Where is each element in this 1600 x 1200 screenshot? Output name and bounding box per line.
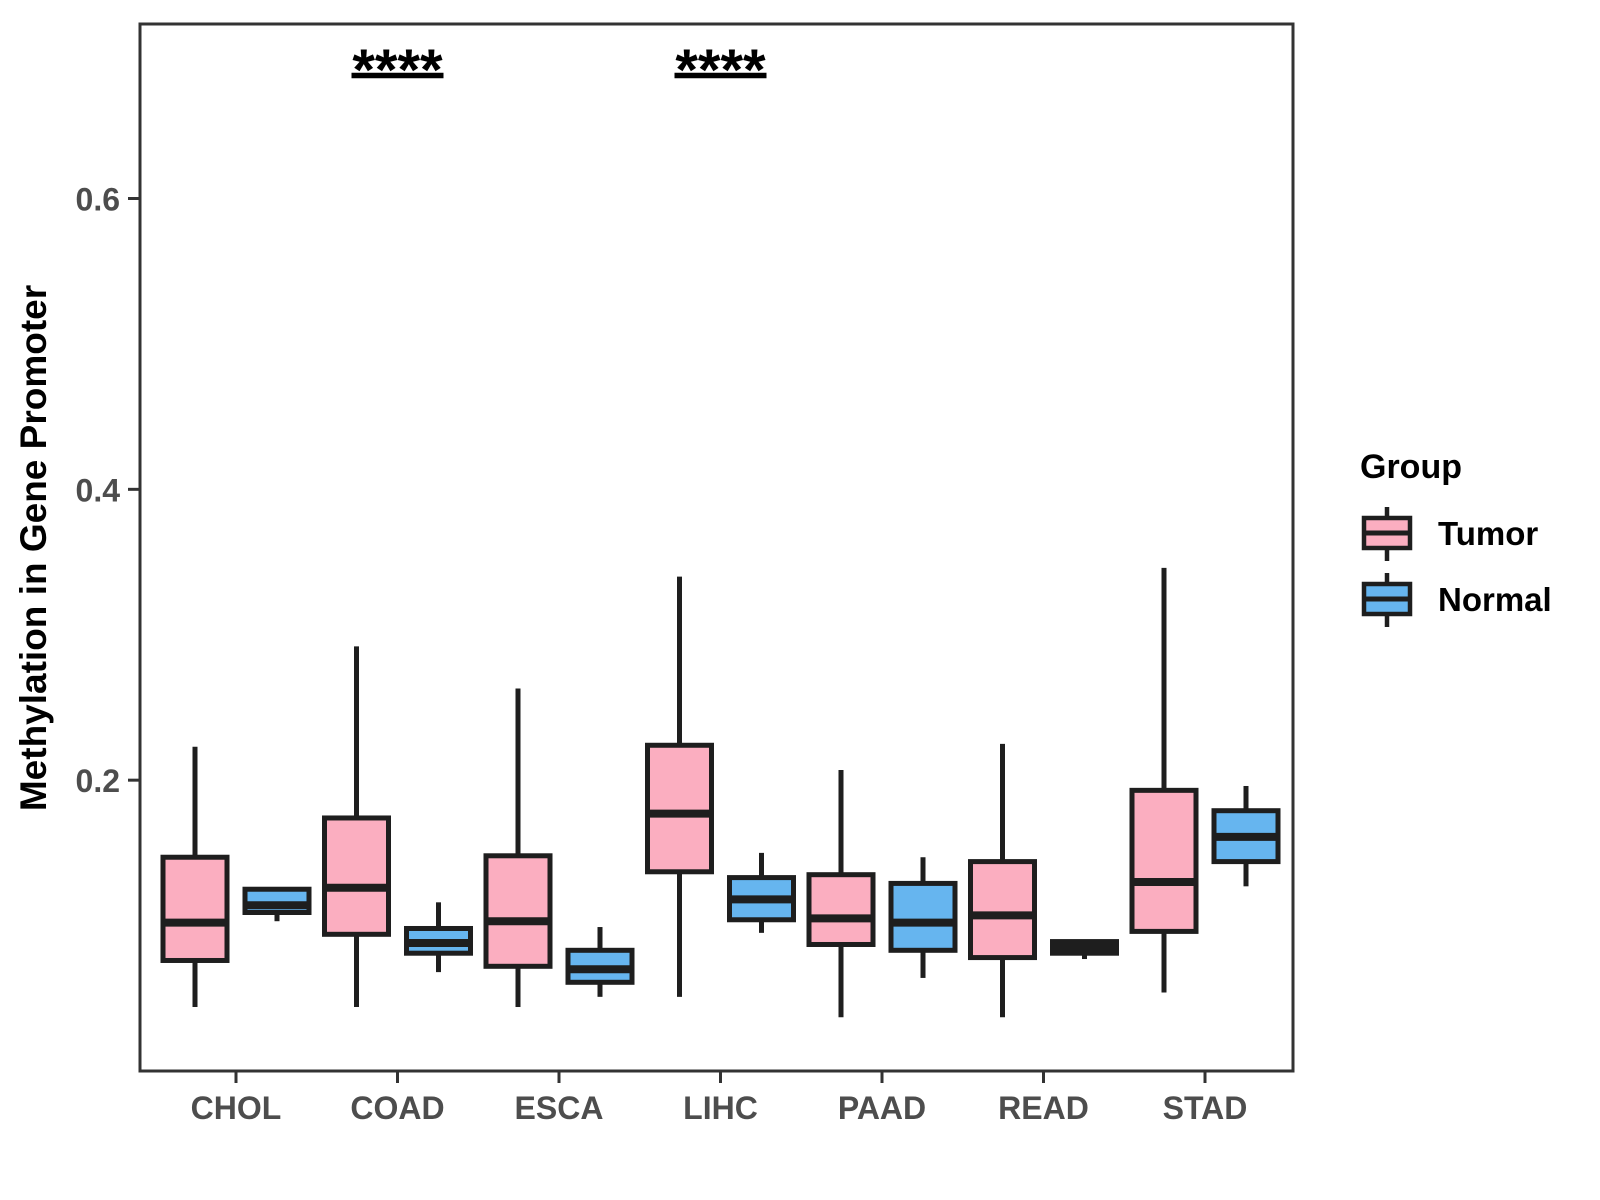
box-lihc-tumor bbox=[645, 576, 714, 997]
x-tick-label-READ: READ bbox=[998, 1090, 1089, 1126]
iqr-box bbox=[160, 854, 230, 963]
box-read-normal bbox=[1050, 939, 1119, 960]
significance-stars: **** bbox=[352, 38, 443, 103]
legend-title: Group bbox=[1360, 448, 1462, 486]
legend: Group Tumor Normal bbox=[1360, 448, 1552, 633]
significance-stars: **** bbox=[675, 38, 766, 103]
legend-item-tumor: Tumor bbox=[1360, 501, 1552, 567]
x-tick-label-PAAD: PAAD bbox=[838, 1090, 926, 1126]
box-read-tumor bbox=[968, 743, 1037, 1018]
legend-label-tumor: Tumor bbox=[1438, 515, 1539, 552]
x-tick-label-STAD: STAD bbox=[1163, 1090, 1248, 1126]
y-tick-label-0.2: 0.2 bbox=[76, 763, 120, 799]
box-chol-normal bbox=[242, 886, 312, 922]
box-stad-tumor bbox=[1129, 567, 1199, 993]
x-tick-label-COAD: COAD bbox=[350, 1090, 444, 1126]
iqr-box bbox=[1129, 787, 1199, 934]
legend-item-normal: Normal bbox=[1360, 567, 1552, 633]
iqr-box bbox=[968, 859, 1037, 961]
significance-LIHC: **** bbox=[674, 38, 767, 103]
iqr-box bbox=[645, 742, 714, 875]
tumor-boxplot-key-icon bbox=[1361, 507, 1413, 561]
y-axis-title: Methylation in Gene Promoter bbox=[13, 284, 54, 812]
y-tick-label-0.4: 0.4 bbox=[76, 472, 121, 508]
box-coad-tumor bbox=[322, 646, 391, 1008]
legend-label-normal: Normal bbox=[1438, 581, 1552, 618]
significance-COAD: **** bbox=[351, 38, 444, 103]
box-chol-tumor bbox=[160, 746, 230, 1008]
box-lihc-normal bbox=[727, 852, 796, 933]
box-stad-normal bbox=[1211, 785, 1281, 887]
x-tick-label-CHOL: CHOL bbox=[191, 1090, 282, 1126]
x-tick-label-LIHC: LIHC bbox=[683, 1090, 758, 1126]
iqr-box bbox=[806, 872, 876, 947]
iqr-box bbox=[483, 853, 553, 969]
x-tick-label-ESCA: ESCA bbox=[515, 1090, 604, 1126]
box-esca-normal bbox=[565, 927, 635, 997]
box-paad-normal bbox=[888, 857, 958, 978]
y-tick-label-0.6: 0.6 bbox=[76, 182, 120, 218]
box-esca-tumor bbox=[483, 688, 553, 1008]
box-paad-tumor bbox=[806, 769, 876, 1018]
iqr-box bbox=[888, 880, 958, 953]
plot-panel-border bbox=[138, 22, 1295, 1073]
iqr-box bbox=[322, 815, 391, 937]
normal-boxplot-key-icon bbox=[1361, 573, 1413, 627]
box-coad-normal bbox=[404, 902, 473, 973]
